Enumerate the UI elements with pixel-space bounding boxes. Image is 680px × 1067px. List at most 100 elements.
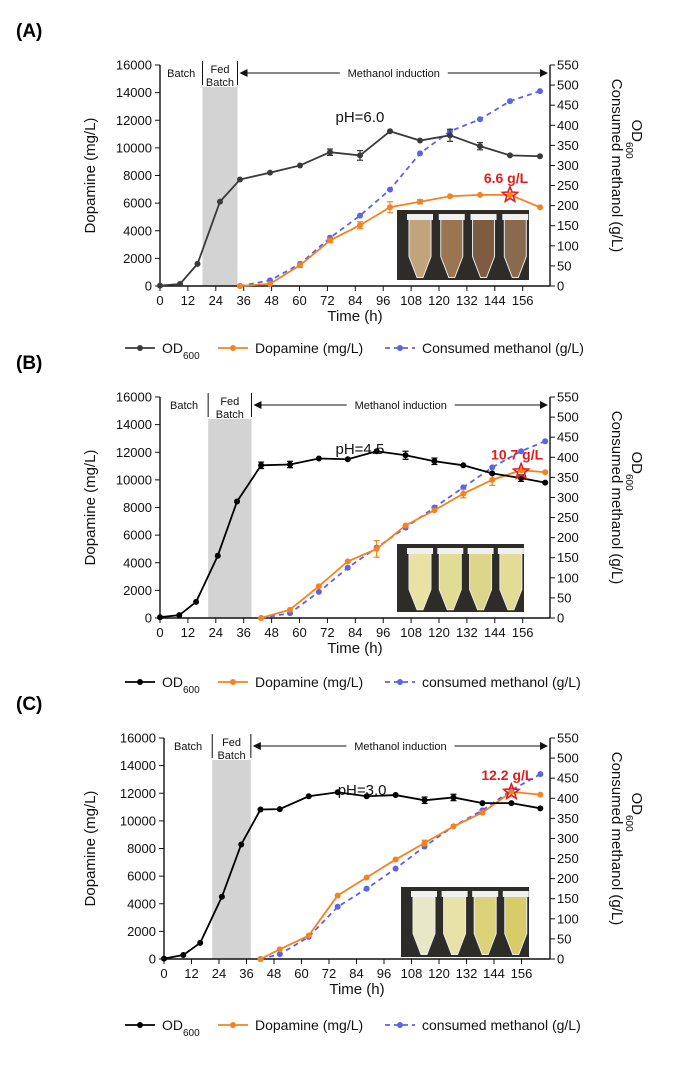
legend-dopamine-label: Dopamine (mg/L) xyxy=(255,340,363,356)
od600-series-point xyxy=(537,153,543,160)
x-tick-label: 48 xyxy=(264,625,278,640)
legend: OD600 Dopamine (mg/L) Consumed methanol (g… xyxy=(125,340,584,362)
dopamine-series-point xyxy=(305,932,312,939)
od600-series-point xyxy=(537,805,544,812)
y2-axis-od-label: OD600 xyxy=(624,793,646,833)
y2-tick-label: 350 xyxy=(557,470,579,485)
peak-value-label: 10.7 g/L xyxy=(491,447,544,463)
methanol-series-point xyxy=(489,464,496,471)
od600-series-point xyxy=(305,793,312,800)
x-tick-label: 120 xyxy=(428,293,450,308)
legend-methanol-marker xyxy=(397,679,403,685)
induction-label-bg xyxy=(346,397,455,411)
od600-series-point xyxy=(357,152,363,159)
od600-series-point xyxy=(214,552,221,559)
od600-series-point xyxy=(218,893,225,900)
x-tick-label: 60 xyxy=(292,625,306,640)
peak-star-icon xyxy=(501,781,522,801)
y-tick-label: 8000 xyxy=(123,500,152,515)
y2-tick-label: 0 xyxy=(557,279,564,294)
x-tick-label: 36 xyxy=(236,293,250,308)
x-tick-label: 120 xyxy=(428,625,450,640)
phase-fed-batch-label: Batch xyxy=(216,409,244,421)
x-tick-label: 144 xyxy=(484,625,506,640)
y2-tick-label: 300 xyxy=(557,158,579,173)
y-tick-label: 2000 xyxy=(123,251,152,266)
legend-methanol-label: consumed methanol (g/L) xyxy=(422,674,581,690)
dopamine-series-point xyxy=(431,507,438,514)
od600-series-point xyxy=(417,137,423,144)
y-tick-label: 12000 xyxy=(120,786,156,801)
x-tick-label: 144 xyxy=(484,293,506,308)
y-tick-label: 10000 xyxy=(116,140,152,155)
x-tick-label: 12 xyxy=(181,293,195,308)
y2-tick-label: 450 xyxy=(557,771,579,786)
y-tick-label: 16000 xyxy=(120,731,156,746)
x-tick-label: 120 xyxy=(428,966,450,981)
od600-series-point xyxy=(217,198,223,205)
y2-tick-label: 150 xyxy=(557,550,579,565)
dopamine-series-point xyxy=(276,946,283,953)
dopamine-series-point xyxy=(387,204,393,211)
legend-od600-marker xyxy=(137,345,143,351)
ph-label: pH=4.5 xyxy=(336,441,385,458)
ph-label: pH=6.0 xyxy=(336,109,385,126)
od600-series-point xyxy=(479,800,486,807)
dopamine-series-point xyxy=(477,191,483,198)
x-tick-label: 156 xyxy=(511,966,533,981)
od600-series-point xyxy=(157,282,163,289)
induction-arrow-head-right xyxy=(540,742,548,750)
y2-tick-label: 450 xyxy=(557,430,579,445)
y2-tick-label: 450 xyxy=(557,98,579,113)
tube-cap xyxy=(502,891,529,897)
x-tick-label: 156 xyxy=(512,293,534,308)
od600-series-point xyxy=(194,260,201,267)
legend-od600-label: OD600 xyxy=(162,340,200,362)
dopamine-series-point xyxy=(237,283,243,289)
x-tick-label: 84 xyxy=(349,966,363,981)
tube-cap xyxy=(411,891,437,897)
tube-cap xyxy=(441,891,468,897)
y-tick-label: 12000 xyxy=(116,445,152,460)
od600-series-point xyxy=(238,841,245,848)
y-tick-label: 2000 xyxy=(127,924,156,939)
x-tick-label: 72 xyxy=(320,625,334,640)
y-tick-label: 4000 xyxy=(123,223,152,238)
x-tick-label: 72 xyxy=(320,293,334,308)
x-tick-label: 12 xyxy=(184,966,198,981)
methanol-series-point xyxy=(518,448,525,455)
dopamine-series-point xyxy=(507,191,513,198)
y-tick-label: 10000 xyxy=(116,472,152,487)
od600-series-point xyxy=(489,470,496,477)
od600-series-point xyxy=(176,612,183,619)
dopamine-series-point xyxy=(421,839,428,846)
x-tick-label: 144 xyxy=(483,966,505,981)
x-tick-label: 156 xyxy=(512,625,534,640)
y2-tick-label: 100 xyxy=(557,911,579,926)
legend-od600-marker xyxy=(137,1022,143,1028)
x-tick-label: 108 xyxy=(400,625,422,640)
legend-od600-label: OD600 xyxy=(162,674,200,696)
y2-tick-label: 150 xyxy=(557,218,579,233)
x-tick-label: 60 xyxy=(292,293,306,308)
y-tick-label: 8000 xyxy=(123,168,152,183)
panel-label: (A) xyxy=(16,21,42,42)
tube-cap xyxy=(467,548,494,554)
od600-series-line xyxy=(163,791,541,960)
y-tick-label: 0 xyxy=(145,611,152,626)
y-tick-label: 14000 xyxy=(120,758,156,773)
dopamine-series-point xyxy=(489,476,496,483)
x-tick-label: 72 xyxy=(322,966,336,981)
od600-series-point xyxy=(157,614,163,621)
y-tick-label: 8000 xyxy=(127,841,156,856)
y-axis-label: Dopamine (mg/L) xyxy=(82,791,99,907)
fed-batch-region xyxy=(202,87,238,286)
od600-series-point xyxy=(315,455,322,462)
dopamine-series-point xyxy=(373,545,380,552)
legend: OD600 Dopamine (mg/L) consumed methanol (g… xyxy=(125,1017,581,1039)
y2-axis-label: Consumed methanol (g/L) xyxy=(608,752,625,925)
y2-tick-label: 200 xyxy=(557,871,579,886)
